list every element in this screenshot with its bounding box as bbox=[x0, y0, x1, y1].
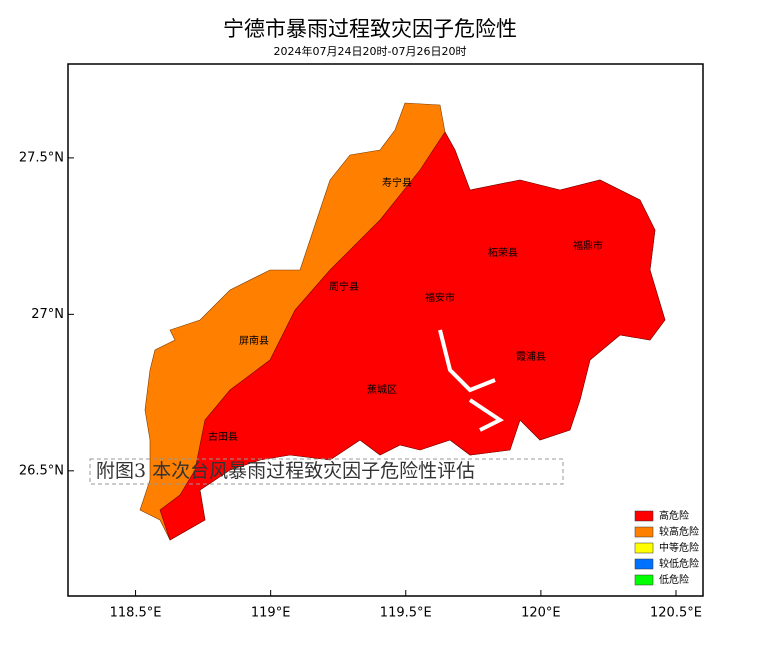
county-label: 柘荣县 bbox=[488, 246, 518, 259]
axes: 118.5°E 119°E 119.5°E 120°E 120.5°E 26.5°N 27°… bbox=[19, 150, 702, 620]
county-label: 霞浦县 bbox=[516, 350, 546, 363]
legend-swatch bbox=[634, 510, 654, 522]
county-label: 古田县 bbox=[208, 430, 238, 443]
y-tick-label: 26.5°N bbox=[19, 463, 64, 478]
region-red bbox=[159, 131, 666, 541]
county-label: 福鼎市 bbox=[573, 239, 603, 252]
county-label: 福安市 bbox=[425, 291, 455, 304]
county-label: 屏南县 bbox=[239, 334, 269, 347]
caption-box bbox=[89, 458, 564, 485]
legend-label: 较低危险 bbox=[659, 557, 699, 570]
caption: 附图3 本次台风暴雨过程致灾因子危险性评估 bbox=[96, 460, 475, 482]
legend-swatch bbox=[634, 526, 654, 538]
x-tick-label: 120°E bbox=[521, 606, 561, 621]
x-tick-label: 119.5°E bbox=[380, 606, 432, 621]
legend-label: 较高危险 bbox=[659, 525, 699, 538]
y-tick-label: 27°N bbox=[31, 307, 64, 322]
legend-swatch bbox=[634, 542, 654, 554]
x-tick-label: 120.5°E bbox=[650, 606, 702, 621]
bay bbox=[438, 329, 504, 432]
y-tick-label: 27.5°N bbox=[19, 150, 64, 165]
subtitle: 2024年07月24日20时-07月26日20时 bbox=[274, 44, 467, 58]
legend-label: 中等危险 bbox=[659, 541, 699, 554]
legend-label: 高危险 bbox=[659, 509, 689, 522]
legend-label: 低危险 bbox=[659, 573, 689, 586]
legend-swatch bbox=[634, 558, 654, 570]
county-label: 寿宁县 bbox=[382, 176, 412, 189]
x-tick-label: 118.5°E bbox=[110, 606, 162, 621]
x-tick-label: 119°E bbox=[251, 606, 291, 621]
county-label: 蕉城区 bbox=[367, 384, 397, 396]
legend-swatch bbox=[634, 574, 654, 586]
county-label: 周宁县 bbox=[329, 280, 359, 293]
title: 宁德市暴雨过程致灾因子危险性 bbox=[223, 17, 517, 41]
